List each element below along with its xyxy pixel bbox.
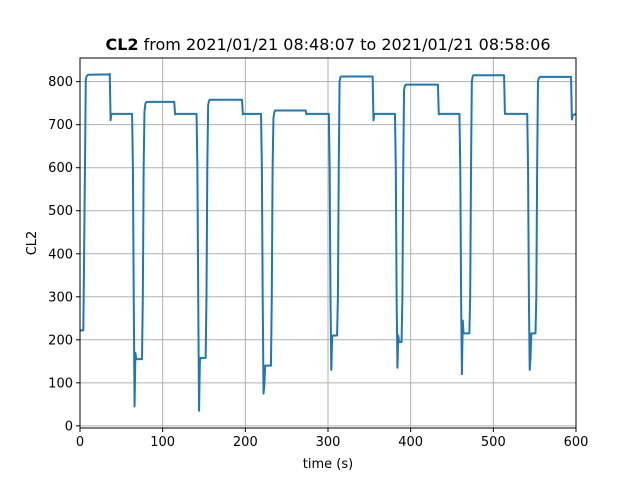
tick-layer: 0 100 200 300 400 500 600 0 100 200 300 400 500 600 70… [48, 75, 588, 450]
x-tick-label: 0 [76, 435, 84, 450]
chart-title-rest: from 2021/01/21 08:48:07 to 2021/01/21 0… [139, 35, 551, 54]
x-axis-label: time (s) [303, 457, 353, 472]
x-tick-label: 400 [398, 435, 423, 450]
x-tick-label: 500 [481, 435, 506, 450]
y-tick-label: 200 [48, 333, 73, 348]
y-tick-label: 0 [65, 419, 73, 434]
x-tick-label: 300 [316, 435, 341, 450]
y-axis-label: CL2 [25, 231, 40, 256]
x-tick-label: 100 [150, 435, 175, 450]
x-tick-label: 200 [233, 435, 258, 450]
y-tick-label: 100 [48, 376, 73, 391]
y-tick-label: 300 [48, 290, 73, 305]
y-tick-label: 500 [48, 204, 73, 219]
y-tick-label: 800 [48, 75, 73, 90]
y-tick-label: 400 [48, 247, 73, 262]
cl2-series-line [80, 72, 577, 412]
x-tick-label: 600 [564, 435, 589, 450]
chart-title: CL2 from 2021/01/21 08:48:07 to 2021/01/… [105, 35, 550, 54]
y-tick-label: 700 [48, 118, 73, 133]
chart-title-bold: CL2 [105, 35, 138, 54]
y-tick-label: 600 [48, 161, 73, 176]
grid-layer [79, 58, 577, 428]
plot-frame [79, 57, 577, 429]
